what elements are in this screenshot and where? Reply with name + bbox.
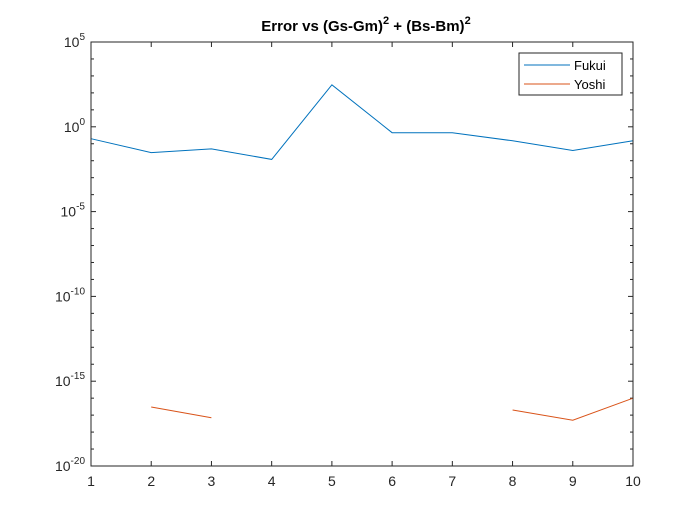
legend: Fukui Yoshi [518,52,623,96]
x-tick-label: 5 [328,473,336,489]
y-tick-label: 10-10 [55,286,85,304]
y-tick-label: 10-5 [61,202,86,220]
x-tick-label: 8 [509,473,517,489]
legend-box [518,52,623,96]
y-tick-label: 10-15 [55,371,85,389]
legend-label-yoshi: Yoshi [574,77,605,92]
x-tick-label: 9 [569,473,577,489]
y-axis: 105 100 10-5 10-10 10-15 10-20 [55,32,633,474]
series-line-yoshi [151,406,212,419]
x-tick-label: 10 [625,473,641,489]
axes-box [90,41,634,467]
y-tick-label: 10-20 [55,456,85,474]
x-tick-label: 2 [147,473,155,489]
plot-area [91,42,633,466]
series-line-fukui [90,84,634,160]
y-tick-label: 100 [64,117,86,135]
x-tick-label: 7 [448,473,456,489]
title-part1: Error vs (Gs-Gm) [261,18,383,35]
chart-title: Error vs (Gs-Gm)2 + (Bs-Bm)2 [261,15,470,35]
y-tick-label: 105 [64,32,86,50]
title-part2: + (Bs-Bm) [389,18,464,35]
x-tick-label: 3 [208,473,216,489]
title-sup1: 2 [383,15,389,27]
x-tick-label: 6 [388,473,396,489]
legend-label-fukui: Fukui [574,58,606,73]
x-tick-label: 4 [268,473,276,489]
title-sup2: 2 [465,15,471,27]
series-line-yoshi [512,397,634,421]
series-layer [90,84,634,421]
x-tick-label: 1 [87,473,95,489]
